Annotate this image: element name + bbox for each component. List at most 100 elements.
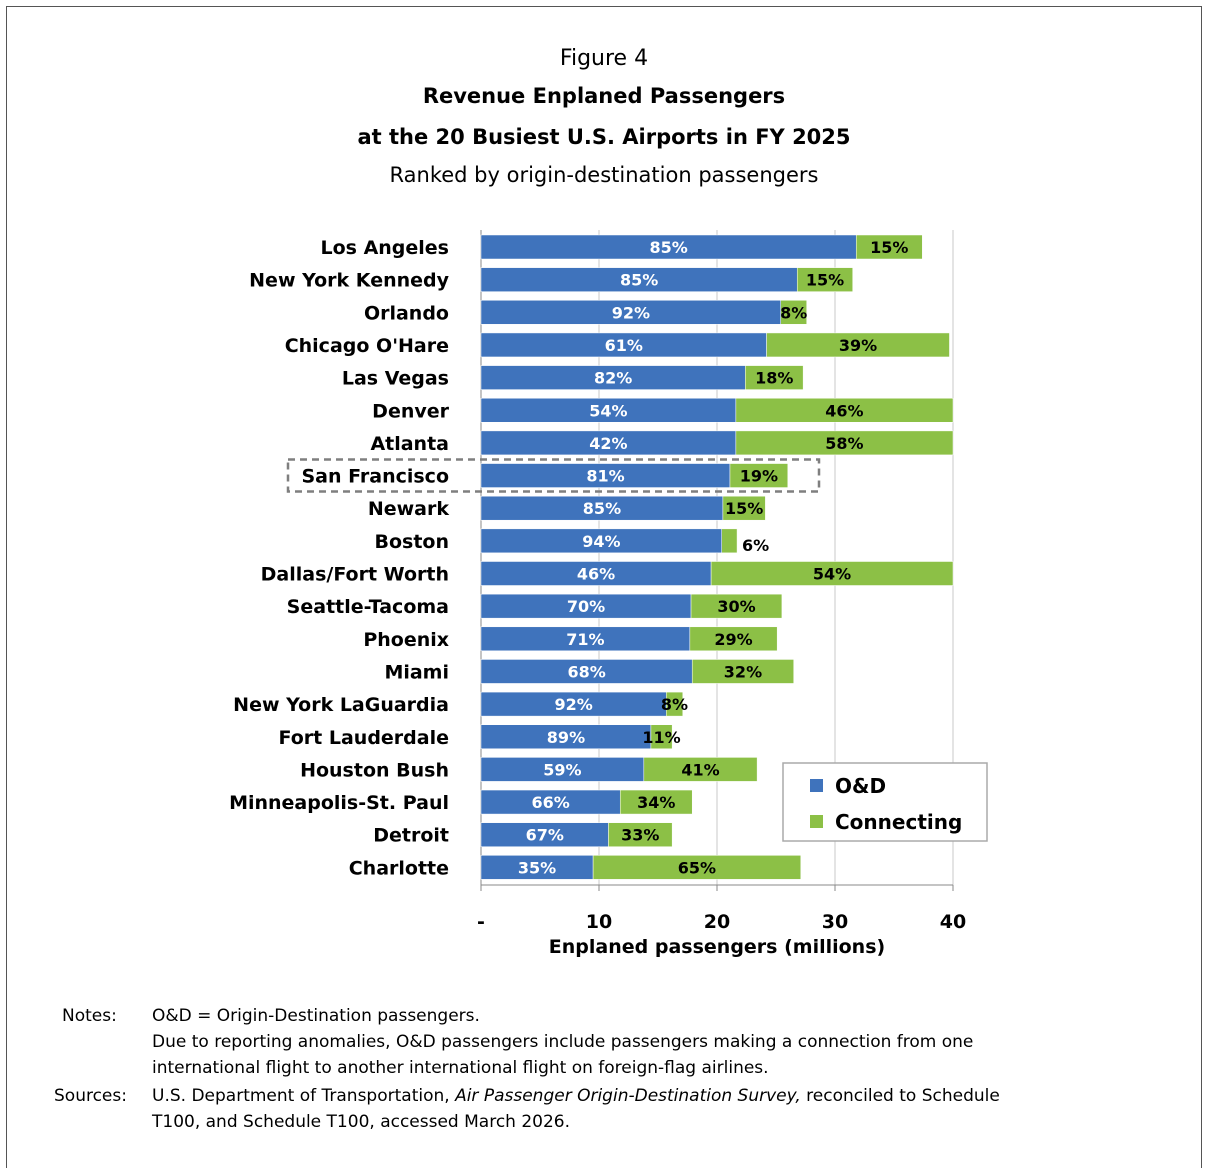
data-label-connecting: 65%: [678, 858, 716, 877]
data-label-od: 71%: [566, 630, 604, 649]
category-label: San Francisco: [301, 466, 449, 488]
bar-connecting: [592, 855, 802, 880]
bar-connecting: [735, 398, 954, 423]
bar-od: [480, 855, 594, 880]
data-label-connecting: 6%: [742, 536, 769, 555]
bar-connecting: [608, 822, 673, 847]
category-label: Las Vegas: [342, 368, 449, 390]
data-label-od: 94%: [582, 532, 620, 551]
chart-title-line1: Revenue Enplaned Passengers: [422, 84, 786, 108]
x-tick-label: 40: [940, 911, 966, 933]
data-label-od: 42%: [589, 434, 627, 453]
category-label: Chicago O'Hare: [285, 335, 449, 357]
bar-od: [480, 822, 609, 847]
bar-od: [480, 463, 731, 488]
notes-body: O&D = Origin-Destination passengers. Due…: [152, 1003, 1152, 1081]
data-label-od: 67%: [526, 826, 564, 845]
bar-connecting: [745, 365, 804, 390]
chart-subtitle: Ranked by origin-destination passengers: [389, 163, 819, 187]
category-label: Orlando: [364, 302, 449, 324]
bar-od: [480, 495, 724, 521]
category-label: Minneapolis-St. Paul: [229, 792, 449, 814]
data-label-connecting: 8%: [780, 303, 807, 322]
bar-od: [480, 365, 746, 390]
highlight-box: [286, 458, 821, 493]
bar-connecting: [855, 234, 923, 260]
sources-line-1-post: reconciled to Schedule: [800, 1086, 1000, 1106]
data-label-connecting: 29%: [714, 630, 752, 649]
bar-connecting: [766, 332, 950, 358]
bar-od: [480, 430, 737, 456]
bar-od: [480, 626, 691, 652]
sources-line-2: T100, and Schedule T100, accessed March …: [152, 1112, 571, 1132]
bar-connecting: [722, 495, 766, 521]
category-label: Boston: [374, 531, 449, 553]
data-label-od: 92%: [612, 303, 650, 322]
data-label-od: 85%: [620, 271, 658, 290]
data-label-connecting: 46%: [825, 401, 863, 420]
bar-od: [480, 724, 652, 749]
category-label: Atlanta: [370, 433, 449, 455]
data-label-connecting: 15%: [806, 271, 844, 290]
bar-od: [480, 757, 645, 782]
legend-swatch: [810, 779, 823, 792]
category-label: Los Angeles: [320, 237, 449, 259]
category-label: Miami: [384, 661, 449, 683]
data-label-od: 59%: [543, 760, 581, 779]
data-label-connecting: 33%: [621, 826, 659, 845]
data-label-od: 66%: [531, 793, 569, 812]
data-label-connecting: 11%: [642, 728, 680, 747]
data-label-connecting: 30%: [717, 597, 755, 616]
category-label: Fort Lauderdale: [279, 727, 449, 749]
data-label-connecting: 15%: [870, 238, 908, 257]
bar-connecting: [666, 691, 684, 717]
data-label-od: 35%: [518, 858, 556, 877]
data-label-od: 82%: [594, 369, 632, 388]
bar-od: [480, 561, 712, 586]
category-label: Detroit: [373, 825, 449, 847]
x-tick-label: -: [477, 911, 485, 933]
category-label: New York LaGuardia: [233, 694, 449, 716]
category-label: Houston Bush: [300, 759, 449, 781]
bar-od: [480, 300, 781, 325]
notes-line-3: international flight to another internat…: [152, 1058, 769, 1078]
sources-survey-title: Air Passenger Origin-Destination Survey,: [455, 1086, 801, 1106]
legend-label: Connecting: [835, 810, 962, 834]
bar-od: [480, 593, 692, 619]
x-axis-title: Enplaned passengers (millions): [549, 936, 885, 958]
bar-od: [480, 691, 667, 717]
notes-line-2: Due to reporting anomalies, O&D passenge…: [152, 1032, 974, 1052]
data-label-connecting: 39%: [839, 336, 877, 355]
bar-od: [480, 528, 722, 554]
category-label: Seattle-Tacoma: [287, 596, 449, 618]
bar-connecting: [619, 789, 693, 815]
bar-connecting: [735, 430, 954, 456]
data-label-od: 81%: [586, 467, 624, 486]
bar-connecting: [721, 528, 738, 554]
bar-connecting: [796, 267, 853, 292]
bar-od: [480, 332, 767, 358]
data-label-od: 70%: [567, 597, 605, 616]
data-label-od: 46%: [577, 565, 615, 584]
category-label: Dallas/Fort Worth: [261, 564, 449, 586]
bar-connecting: [643, 757, 758, 782]
data-label-od: 85%: [583, 499, 621, 518]
x-tick-label: 30: [822, 911, 848, 933]
data-label-connecting: 41%: [681, 760, 719, 779]
category-label: Newark: [368, 498, 450, 520]
data-label-od: 92%: [554, 695, 592, 714]
x-tick-label: 20: [704, 911, 730, 933]
data-label-connecting: 32%: [724, 662, 762, 681]
sources-label: Sources:: [54, 1086, 127, 1106]
bar-connecting: [650, 724, 673, 749]
x-tick-label: 10: [586, 911, 612, 933]
data-label-od: 89%: [547, 728, 585, 747]
data-label-connecting: 34%: [637, 793, 675, 812]
bar-connecting: [780, 300, 807, 325]
notes-line-1: O&D = Origin-Destination passengers.: [152, 1006, 480, 1026]
sources-line-1-pre: U.S. Department of Transportation,: [152, 1086, 456, 1106]
data-label-od: 61%: [605, 336, 643, 355]
bar-connecting: [691, 659, 794, 684]
bar-connecting: [689, 626, 778, 652]
data-label-od: 54%: [589, 401, 627, 420]
